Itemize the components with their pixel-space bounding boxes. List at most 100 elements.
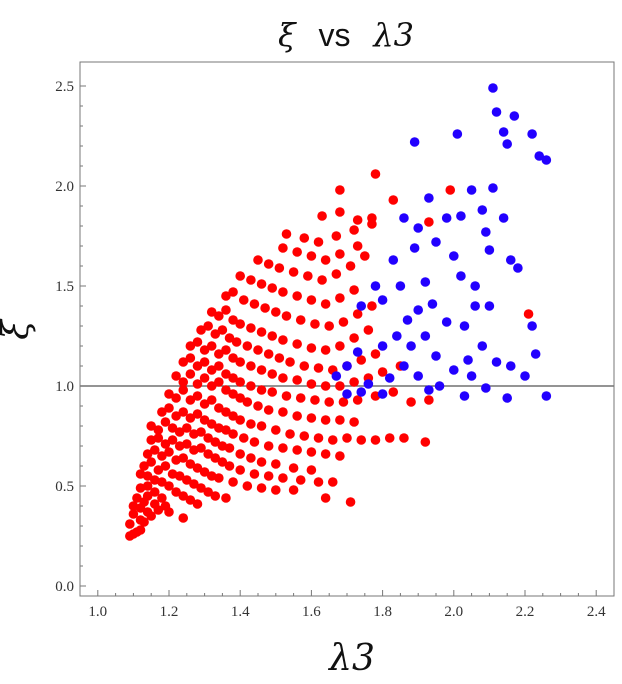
data-point-red [196,427,206,437]
data-point-blue [466,371,477,381]
data-point-red [256,279,267,289]
data-point-red [242,397,253,407]
ticks-layer: 1.0 1.2 1.4 1.6 1.8 2.0 2.2 2.4 0.0 0.5 1.0 1.5 2.0 2… [55,79,606,620]
data-point-red [135,525,146,535]
data-point-red [160,461,171,471]
data-point-red [256,385,267,395]
data-point-red [288,485,299,495]
data-point-red [253,255,263,265]
data-point-red [267,331,278,341]
data-point-blue [534,151,545,161]
data-point-red [206,365,217,375]
data-point-red [228,411,238,421]
data-point-red [335,293,345,303]
data-point-red [345,261,356,271]
data-point-red [338,317,349,327]
data-point-red [199,399,210,409]
data-point-red [349,417,359,427]
data-point-blue [431,351,441,361]
data-point-red [271,459,281,469]
data-point-red [174,427,185,437]
data-point-blue [527,129,537,139]
data-point-blue [463,355,473,365]
data-point-red [189,479,199,489]
x-tick-label: 1.4 [231,604,250,620]
data-point-red [313,433,324,443]
data-point-red [288,463,299,473]
data-point-red [281,391,292,401]
data-point-red [349,285,359,295]
data-point-red [278,373,288,383]
data-point-blue [424,385,434,395]
data-point-blue [427,299,438,309]
data-point-red [292,291,302,301]
data-point-red [224,443,235,453]
data-point-red [274,263,285,273]
data-point-red [182,475,192,485]
data-point-red [235,319,245,329]
data-point-red [249,469,260,479]
data-point-blue [356,387,367,397]
data-point-red [192,337,203,347]
y-tick-label: 0.5 [55,479,74,495]
x-tick-label: 2.0 [444,604,463,620]
data-point-red [210,437,221,447]
data-point-red [367,213,377,223]
data-point-red [420,437,431,447]
data-point-red [363,325,374,335]
data-point-red [292,247,302,257]
data-point-red [324,321,335,331]
data-point-red [149,445,160,455]
data-point-blue [420,331,431,341]
data-point-red [335,415,345,425]
x-tick-label: 1.6 [302,604,321,620]
data-point-red [313,363,324,373]
data-point-red [146,421,156,431]
data-point-red [263,405,274,415]
data-point-red [199,415,210,425]
data-point-red [214,349,224,359]
data-point-red [142,491,153,501]
data-point-red [178,407,189,417]
data-point-red [367,301,377,311]
data-point-red [324,397,335,407]
data-point-red [256,365,267,375]
data-point-blue [392,331,402,341]
data-point-blue [502,139,512,149]
data-point-blue [481,227,491,237]
data-point-red [303,271,313,281]
data-point-red [210,329,221,339]
data-point-red [320,299,331,309]
data-point-blue [409,243,420,253]
data-point-red [228,429,238,439]
data-point-red [153,425,164,435]
data-point-blue [498,127,509,137]
data-point-red [263,471,274,481]
data-point-red [278,473,288,483]
data-point-blue [484,301,495,311]
data-point-red [164,403,174,413]
data-point-red [317,211,327,221]
data-point-blue [406,341,416,351]
data-point-red [278,243,288,253]
data-point-red [185,341,196,351]
data-point-red [384,433,395,443]
data-point-red [199,345,210,355]
data-point-red [317,275,327,285]
data-point-red [267,283,278,293]
data-point-red [199,373,210,383]
y-tick-label: 1.5 [55,279,74,295]
data-point-red [288,267,299,277]
data-point-red [203,321,213,331]
data-point-blue [399,361,409,371]
data-point-red [228,353,238,363]
data-point-red [352,241,363,251]
data-point-blue [456,211,466,221]
data-point-red [331,269,342,279]
data-point-blue [409,137,420,147]
data-point-red [206,341,217,351]
data-point-red [271,485,281,495]
data-point-blue [441,317,452,327]
data-point-red [171,411,181,421]
data-point-blue [388,255,399,265]
